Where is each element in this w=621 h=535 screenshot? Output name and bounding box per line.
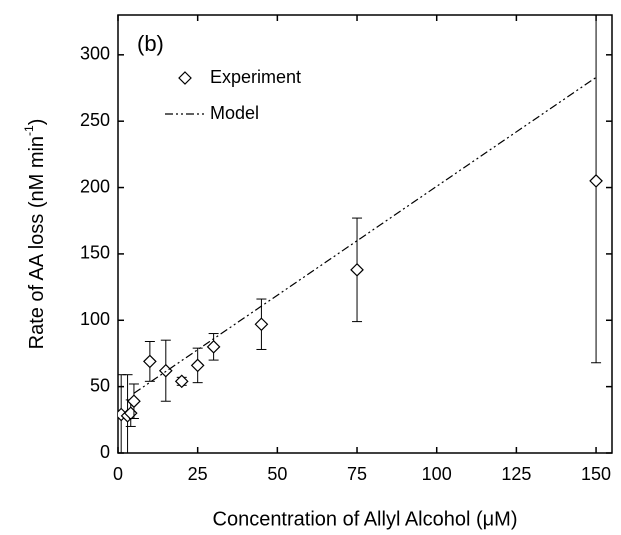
y-label-end: ): [26, 119, 48, 126]
legend-label: Model: [210, 103, 259, 123]
x-tick-label: 150: [581, 464, 611, 484]
legend-label: Experiment: [210, 67, 301, 87]
plot-frame: [117, 14, 613, 454]
model-line: [133, 76, 597, 394]
y-tick-label: 100: [80, 309, 110, 329]
x-axis-label: Concentration of Allyl Alcohol (μM): [213, 508, 518, 530]
y-tick-label: 200: [80, 176, 110, 196]
data-point: [143, 354, 157, 369]
y-axis-label: Rate of AA loss (nM min-1): [22, 119, 48, 350]
x-tick-label: 0: [113, 464, 123, 484]
annotation: (b): [137, 31, 164, 56]
data-point: [206, 339, 221, 354]
data-point: [589, 174, 603, 188]
x-tick-label: 75: [347, 464, 367, 484]
legend-marker: [178, 71, 192, 85]
y-tick-label: 300: [80, 44, 110, 64]
data-point: [350, 262, 364, 277]
data-point: [190, 358, 205, 373]
data-point: [254, 317, 269, 332]
x-tick-label: 125: [501, 464, 531, 484]
y-tick-label: 0: [100, 442, 110, 462]
x-tick-label: 25: [188, 464, 208, 484]
plot-area: [118, 15, 603, 453]
y-tick-label: 250: [80, 110, 110, 130]
data-point: [174, 374, 189, 389]
y-tick-label: 150: [80, 243, 110, 263]
x-tick-label: 100: [422, 464, 452, 484]
y-label-sup: -1: [22, 125, 36, 136]
y-tick-label: 50: [90, 375, 110, 395]
x-tick-label: 50: [267, 464, 287, 484]
data-point: [127, 394, 141, 409]
y-label-text: Rate of AA loss (nM min: [26, 136, 48, 349]
